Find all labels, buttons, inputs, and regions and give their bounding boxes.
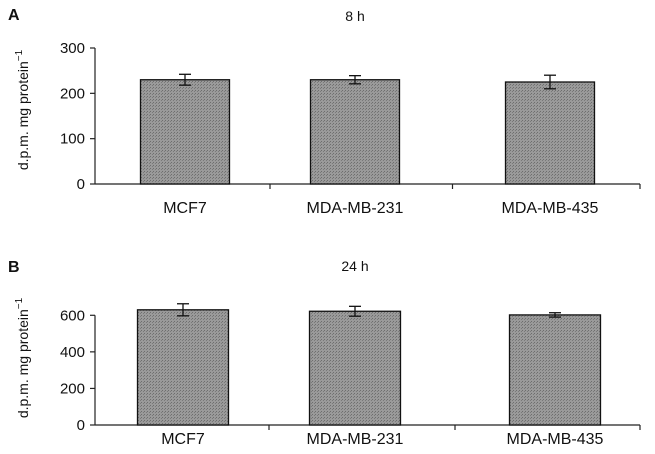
- panel-b-y-tick-label: 200: [60, 380, 85, 397]
- panel-b-plot: 0 200 400 600 MCF7 MDA-MB-231 MDA-MB-435: [60, 303, 641, 448]
- panel-a-category-label: MCF7: [163, 200, 207, 217]
- panel-b-category-label: MCF7: [161, 431, 205, 448]
- panel-a-title: 8 h: [345, 8, 364, 24]
- panel-a-y-tick-label: 200: [60, 85, 85, 102]
- panel-b-ylabel-sup: −1: [14, 297, 25, 309]
- panel-b-label: B: [8, 259, 20, 276]
- panel-b-bar: [308, 310, 402, 426]
- panel-b-title: 24 h: [341, 258, 368, 274]
- panel-a-plot: 0 100 200 300 MCF7 MDA-MB-231 MDA-MB-435: [60, 40, 641, 217]
- panel-b-category-label: MDA-MB-435: [507, 431, 604, 448]
- panel-a-y-tick-label: 0: [77, 176, 85, 193]
- panel-a-category-label: MDA-MB-231: [307, 200, 404, 217]
- panel-b-y-tick-label: 400: [60, 344, 85, 361]
- panel-b-y-tick-label: 0: [77, 417, 85, 434]
- panel-a-y-tick-label: 100: [60, 131, 85, 148]
- panel-a-bar: [504, 81, 596, 185]
- panel-a-category-label: MDA-MB-435: [502, 200, 599, 217]
- panel-b-ylabel-text: d.p.m. mg protein: [15, 309, 31, 418]
- panel-a-label: A: [8, 7, 20, 24]
- panel-a-bar: [309, 79, 401, 185]
- panel-a-bar: [139, 79, 231, 185]
- panel-a-ylabel-text: d.p.m. mg protein: [15, 61, 31, 170]
- panel-a-ylabel-sup: −1: [14, 49, 25, 61]
- panel-a-y-tick-label: 300: [60, 40, 85, 57]
- panel-b-ylabel: d.p.m. mg protein−1: [14, 297, 31, 418]
- panel-a-ylabel: d.p.m. mg protein−1: [14, 49, 31, 170]
- panel-b-bar: [136, 309, 230, 426]
- panel-b-category-label: MDA-MB-231: [307, 431, 404, 448]
- panel-b-y-tick-label: 600: [60, 307, 85, 324]
- panel-b-bar: [508, 314, 602, 426]
